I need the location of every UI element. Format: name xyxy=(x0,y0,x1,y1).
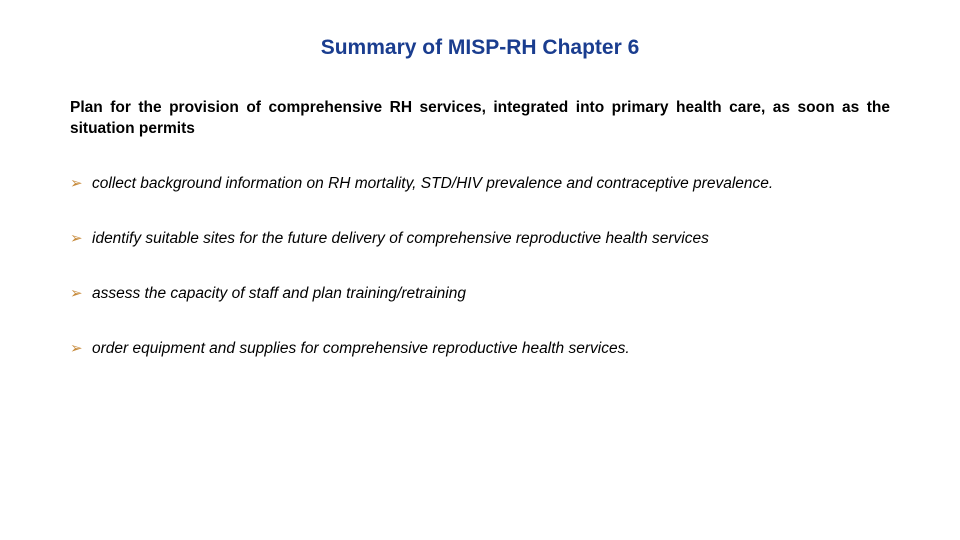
list-item: order equipment and supplies for compreh… xyxy=(70,339,890,360)
list-item: identify suitable sites for the future d… xyxy=(70,229,890,250)
slide-title: Summary of MISP-RH Chapter 6 xyxy=(70,36,890,60)
bullet-list: collect background information on RH mor… xyxy=(70,174,890,360)
list-item: assess the capacity of staff and plan tr… xyxy=(70,284,890,305)
list-item: collect background information on RH mor… xyxy=(70,174,890,195)
slide-container: Summary of MISP-RH Chapter 6 Plan for th… xyxy=(0,0,960,540)
slide-subtitle: Plan for the provision of comprehensive … xyxy=(70,98,890,140)
